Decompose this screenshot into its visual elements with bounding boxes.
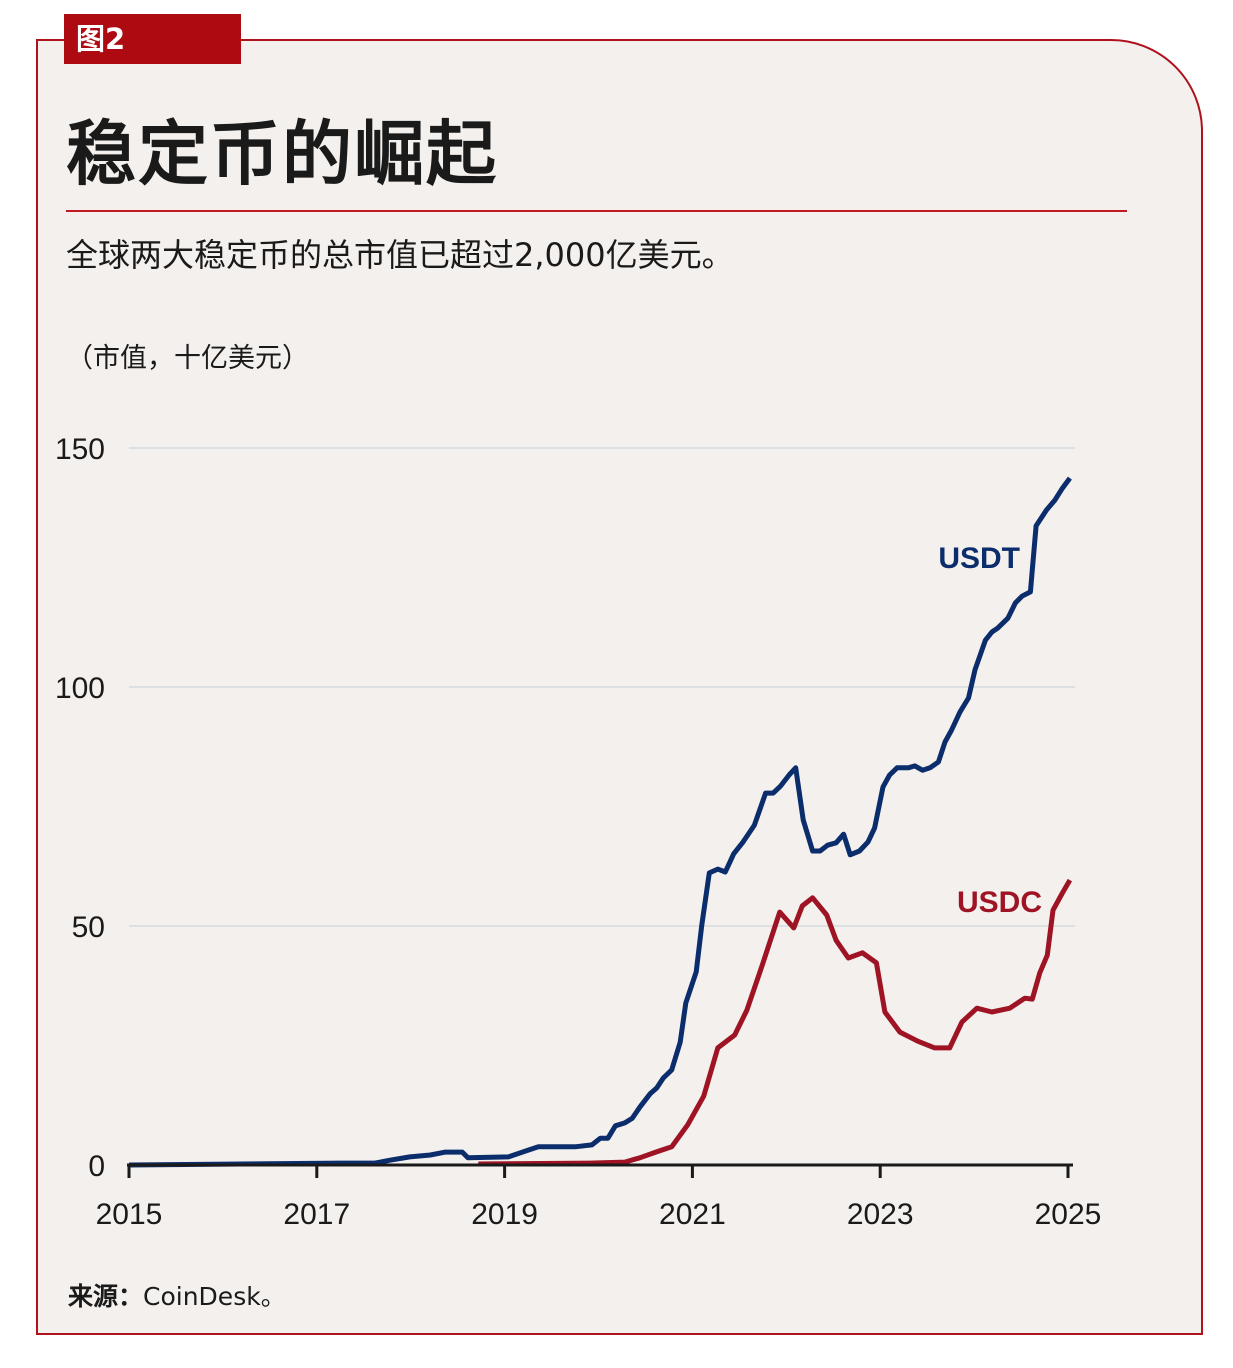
- y-axis-label: （市值，十亿美元）: [66, 343, 309, 374]
- series-line-usdc: [478, 878, 1073, 1167]
- x-tick-label: 2023: [847, 1198, 914, 1231]
- x-tick-label: 2019: [471, 1198, 538, 1231]
- source-label: 来源：: [68, 1282, 144, 1311]
- series-line-usdt: [128, 476, 1072, 1168]
- chart-subtitle: 全球两大稳定币的总市值已超过2,000亿美元。: [66, 236, 734, 274]
- chart-title: 稳定币的崛起: [66, 113, 498, 195]
- figure-tag: 图2: [64, 14, 241, 64]
- source-note: 来源：CoinDesk。: [68, 1277, 286, 1313]
- x-tick-label: 2025: [1035, 1198, 1102, 1231]
- title-divider: [66, 210, 1127, 212]
- y-tick-label: 50: [72, 911, 105, 944]
- x-tick-label: 2015: [96, 1198, 163, 1231]
- series-label-usdc: USDC: [957, 886, 1042, 919]
- series-label-usdt: USDT: [938, 542, 1020, 575]
- source-value: CoinDesk。: [143, 1282, 286, 1311]
- x-tick-label: 2021: [659, 1198, 726, 1231]
- y-tick-label: 0: [88, 1150, 105, 1183]
- y-tick-label: 150: [55, 433, 105, 466]
- y-tick-label: 100: [55, 672, 105, 705]
- x-tick-label: 2017: [283, 1198, 350, 1231]
